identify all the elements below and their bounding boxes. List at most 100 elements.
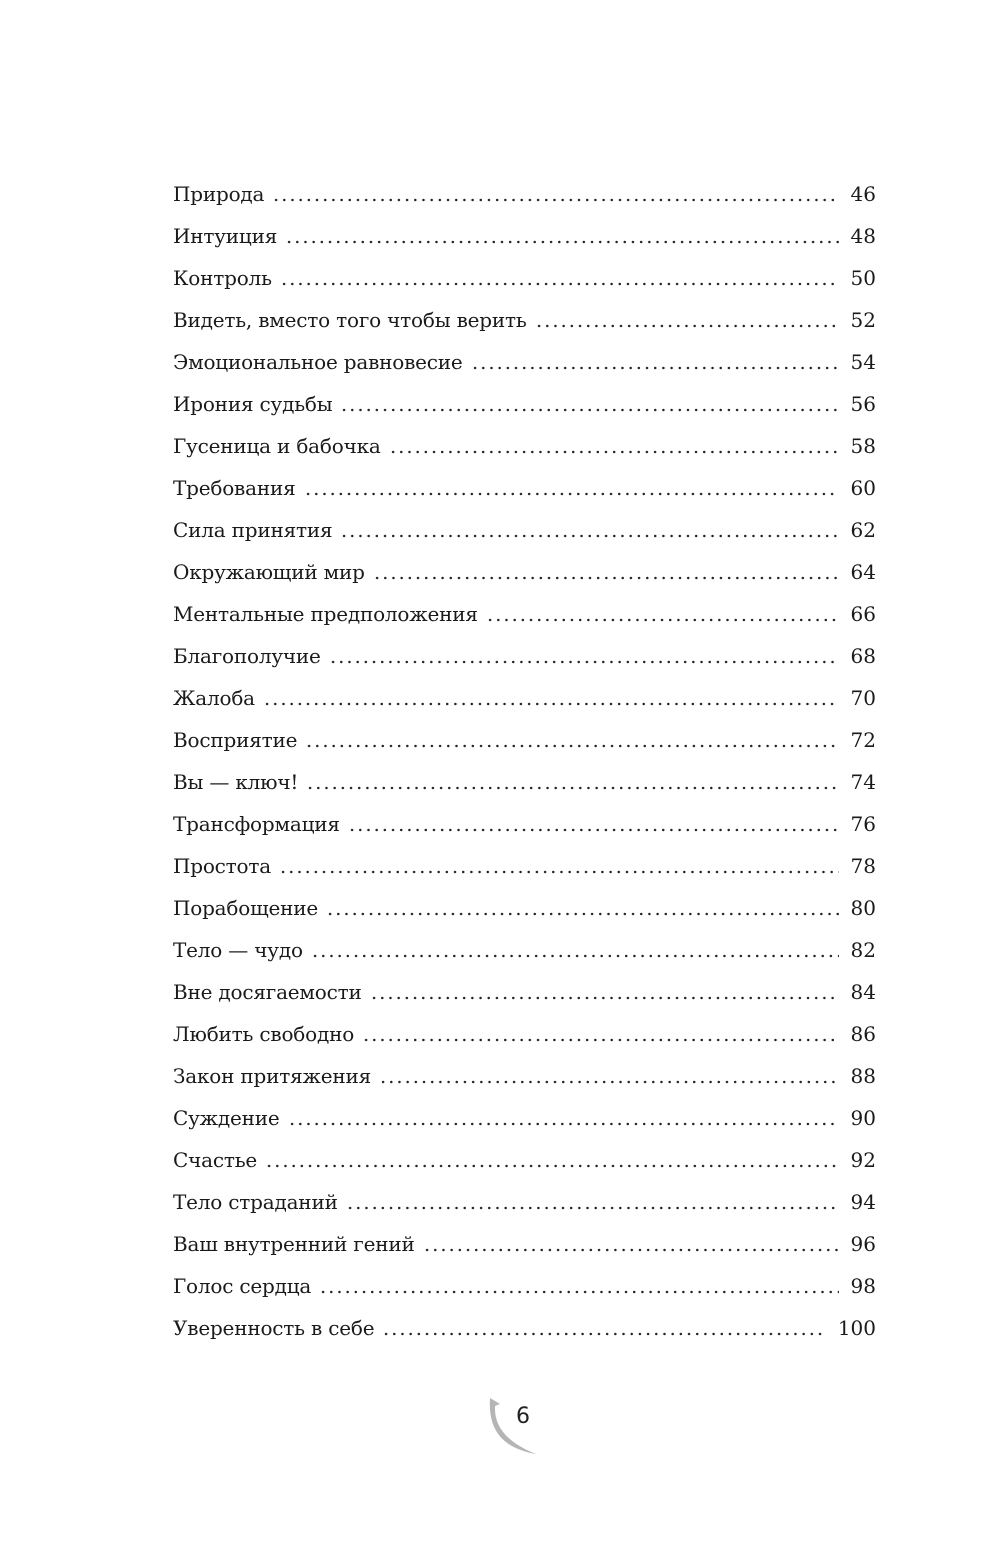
toc-entry-title: Вы — ключ!: [173, 770, 299, 794]
dot-leader: [303, 492, 839, 496]
toc-entry[interactable]: Интуиция 48: [173, 215, 876, 257]
toc-entry[interactable]: Суждение 90: [173, 1097, 876, 1139]
toc-entry-title: Уверенность в себе: [173, 1316, 375, 1340]
dot-leader: [379, 1080, 839, 1084]
toc-entry[interactable]: Тело — чудо 82: [173, 929, 876, 971]
dot-leader: [362, 1038, 839, 1042]
toc-entry-page: 100: [837, 1316, 876, 1340]
toc-entry-page: 86: [850, 1022, 876, 1046]
toc-entry-title: Ментальные предположения: [173, 602, 478, 626]
toc-entry[interactable]: Благополучие 68: [173, 635, 876, 677]
page-number: 6: [516, 1404, 530, 1429]
toc-entry[interactable]: Ментальные предположения 66: [173, 593, 876, 635]
dot-leader: [372, 576, 839, 580]
toc-entry[interactable]: Трансформация 76: [173, 803, 876, 845]
dot-leader: [305, 744, 839, 748]
toc-entry[interactable]: Уверенность в себе 100: [173, 1307, 876, 1349]
dot-leader: [326, 912, 839, 916]
toc-entry-title: Гусеница и бабочка: [173, 434, 381, 458]
toc-entry-page: 66: [850, 602, 876, 626]
toc-entry-title: Ирония судьбы: [173, 392, 333, 416]
toc-entry-title: Эмоциональное равновесие: [173, 350, 463, 374]
toc-entry-page: 58: [850, 434, 876, 458]
toc-entry[interactable]: Эмоциональное равновесие 54: [173, 341, 876, 383]
toc-entry-title: Интуиция: [173, 224, 278, 248]
toc-entry-title: Контроль: [173, 266, 272, 290]
toc-entry[interactable]: Природа 46: [173, 173, 876, 215]
toc-entry[interactable]: Счастье 92: [173, 1139, 876, 1181]
toc-entry-title: Простота: [173, 854, 271, 878]
toc-entry[interactable]: Тело страданий 94: [173, 1181, 876, 1223]
dot-leader: [369, 996, 839, 1000]
dot-leader: [340, 408, 839, 412]
toc-entry-page: 82: [850, 938, 876, 962]
toc-entry-title: Видеть, вместо того чтобы верить: [173, 308, 527, 332]
toc-entry[interactable]: Закон притяжения 88: [173, 1055, 876, 1097]
toc-entry-page: 92: [850, 1148, 876, 1172]
toc-entry[interactable]: Контроль 50: [173, 257, 876, 299]
toc-entry-title: Счастье: [173, 1148, 258, 1172]
toc-entry[interactable]: Вне досягаемости 84: [173, 971, 876, 1013]
toc-entry[interactable]: Голос сердца 98: [173, 1265, 876, 1307]
toc-entry[interactable]: Требования 60: [173, 467, 876, 509]
toc-entry[interactable]: Любить свободно 86: [173, 1013, 876, 1055]
toc-entry-title: Трансформация: [173, 812, 340, 836]
table-of-contents: Природа 46 Интуиция 48 Контроль 50 Видеть, вме…: [173, 173, 876, 1349]
toc-entry-title: Голос сердца: [173, 1274, 312, 1298]
toc-entry-page: 84: [850, 980, 876, 1004]
dot-leader: [262, 702, 839, 706]
toc-entry-page: 64: [850, 560, 876, 584]
toc-entry-page: 60: [850, 476, 876, 500]
toc-entry-page: 70: [850, 686, 876, 710]
toc-entry-title: Суждение: [173, 1106, 280, 1130]
toc-entry-page: 74: [850, 770, 876, 794]
dot-leader: [534, 324, 839, 328]
toc-entry-title: Восприятие: [173, 728, 298, 752]
toc-entry-title: Тело — чудо: [173, 938, 303, 962]
toc-entry-title: Благополучие: [173, 644, 321, 668]
toc-entry[interactable]: Гусеница и бабочка 58: [173, 425, 876, 467]
toc-entry-page: 48: [850, 224, 876, 248]
dot-leader: [340, 534, 839, 538]
toc-entry[interactable]: Простота 78: [173, 845, 876, 887]
toc-entry-title: Природа: [173, 182, 265, 206]
toc-entry[interactable]: Окружающий мир 64: [173, 551, 876, 593]
toc-entry[interactable]: Порабощение 80: [173, 887, 876, 929]
toc-entry-page: 78: [850, 854, 876, 878]
toc-entry-page: 50: [850, 266, 876, 290]
toc-entry[interactable]: Жалоба 70: [173, 677, 876, 719]
dot-leader: [265, 1164, 839, 1168]
toc-entry[interactable]: Ваш внутренний гений 96: [173, 1223, 876, 1265]
toc-entry-page: 46: [850, 182, 876, 206]
toc-entry-title: Сила принятия: [173, 518, 333, 542]
dot-leader: [310, 954, 839, 958]
toc-entry-page: 94: [850, 1190, 876, 1214]
toc-entry-title: Тело страданий: [173, 1190, 338, 1214]
toc-entry[interactable]: Вы — ключ! 74: [173, 761, 876, 803]
toc-entry-page: 72: [850, 728, 876, 752]
dot-leader: [278, 870, 839, 874]
toc-entry-page: 80: [850, 896, 876, 920]
toc-entry[interactable]: Сила принятия 62: [173, 509, 876, 551]
dot-leader: [388, 450, 839, 454]
toc-entry-page: 56: [850, 392, 876, 416]
toc-entry-page: 90: [850, 1106, 876, 1130]
toc-entry-page: 88: [850, 1064, 876, 1088]
toc-entry[interactable]: Видеть, вместо того чтобы верить 52: [173, 299, 876, 341]
toc-entry-page: 98: [850, 1274, 876, 1298]
dot-leader: [422, 1248, 839, 1252]
toc-entry-title: Вне досягаемости: [173, 980, 362, 1004]
toc-entry-title: Закон притяжения: [173, 1064, 372, 1088]
dot-leader: [319, 1290, 839, 1294]
toc-entry-title: Жалоба: [173, 686, 255, 710]
dot-leader: [285, 240, 839, 244]
dot-leader: [328, 660, 839, 664]
toc-entry-title: Любить свободно: [173, 1022, 355, 1046]
toc-entry-page: 68: [850, 644, 876, 668]
dot-leader: [382, 1332, 826, 1336]
toc-entry-title: Ваш внутренний гений: [173, 1232, 415, 1256]
dot-leader: [306, 786, 839, 790]
toc-entry[interactable]: Ирония судьбы 56: [173, 383, 876, 425]
toc-entry[interactable]: Восприятие 72: [173, 719, 876, 761]
toc-entry-title: Порабощение: [173, 896, 319, 920]
